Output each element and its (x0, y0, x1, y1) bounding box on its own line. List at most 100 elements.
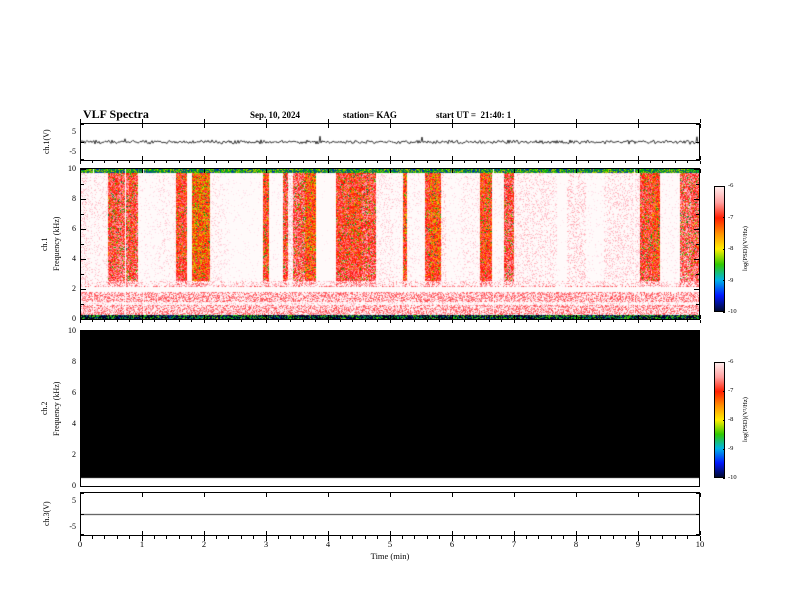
x-tick (525, 320, 527, 322)
x-tick (575, 119, 577, 123)
x-tick (699, 320, 701, 323)
x-tick (501, 320, 503, 322)
x-tick (389, 119, 391, 123)
x-tick (575, 161, 577, 164)
x-tick (699, 315, 701, 319)
x-tick (451, 161, 453, 164)
y-tick (81, 534, 84, 535)
x-tick (674, 536, 676, 539)
x-tick (600, 536, 602, 539)
x-tick (327, 119, 329, 123)
x-tick (265, 493, 267, 497)
ch1-spectrogram-panel (80, 168, 700, 320)
x-tick (699, 531, 701, 535)
y-tick (81, 159, 84, 160)
ch3-waveform-panel (80, 492, 700, 536)
x-tick (587, 320, 589, 322)
y-tick (696, 183, 699, 185)
x-tick (327, 161, 329, 164)
spec1-ytick-label-10: 10 (68, 164, 76, 173)
x-tick (339, 161, 341, 163)
x-tick (612, 536, 614, 539)
x-tick (277, 536, 279, 539)
x-tick (625, 320, 627, 322)
cbar2-tick-label--8: -8 (728, 416, 734, 423)
x-tick (265, 169, 267, 173)
y-tick (81, 346, 84, 347)
x-tick (215, 536, 217, 539)
x-tick (327, 169, 329, 173)
y-tick (694, 454, 699, 456)
x-tick (364, 161, 366, 163)
x-tick (166, 320, 168, 322)
y-tick (81, 485, 86, 487)
x-tick (439, 320, 441, 322)
x-tick (79, 315, 81, 319)
x-tick (153, 536, 155, 539)
time-axis-label: Time (min) (370, 551, 410, 561)
x-tick (649, 536, 651, 539)
ch1-waveform-trace (81, 124, 699, 160)
x-tick (538, 161, 540, 163)
x-tick (463, 320, 465, 322)
x-tick (451, 536, 453, 541)
x-tick (203, 119, 205, 123)
x-tick (302, 536, 304, 539)
y-tick (81, 330, 86, 332)
x-tick (79, 493, 81, 497)
x-tick (315, 536, 317, 539)
x-tick (153, 320, 155, 322)
y-tick (81, 141, 84, 143)
y-tick (696, 493, 699, 494)
y-tick (694, 330, 699, 332)
x-tick (91, 161, 93, 163)
x-tick-label-7: 7 (511, 539, 517, 549)
y-tick (696, 273, 699, 275)
x-tick (302, 320, 304, 322)
x-tick (389, 315, 391, 319)
colorbar-tick (723, 477, 725, 479)
x-tick (203, 493, 205, 497)
x-tick (637, 320, 639, 323)
y-tick (81, 303, 84, 305)
x-tick (228, 320, 230, 322)
wave3-ytick-label-5: 5 (72, 496, 76, 505)
spec2-ytick-label-4: 4 (72, 419, 76, 428)
x-tick (141, 531, 143, 535)
colorbar-tick (723, 248, 725, 250)
x-tick (488, 320, 490, 322)
x-tick-label-6: 6 (449, 539, 455, 549)
y-tick (81, 423, 86, 425)
spec1-ytick-label-2: 2 (72, 284, 76, 293)
wave1-ytick-label-5: 5 (72, 127, 76, 136)
y-tick (81, 273, 84, 275)
x-tick (352, 536, 354, 539)
ch2-frequency-axis-label: Frequency (kHz) (52, 381, 61, 436)
ch1-spectrogram-canvas (81, 169, 699, 319)
x-tick (662, 536, 664, 539)
x-tick (513, 315, 515, 319)
x-tick (451, 320, 453, 323)
x-tick (414, 536, 416, 539)
x-tick (451, 156, 453, 160)
ch1-frequency-axis-label: Frequency (kHz) (52, 216, 61, 272)
x-tick (79, 531, 81, 535)
y-tick (696, 303, 699, 305)
x-tick (141, 493, 143, 497)
x-tick (575, 124, 577, 128)
y-tick (81, 493, 84, 494)
x-tick (513, 320, 515, 323)
x-tick (265, 536, 267, 541)
x-tick (389, 536, 391, 541)
start-ut-label: start UT = 21:40: 1 (436, 110, 512, 120)
x-tick (476, 320, 478, 322)
x-tick (587, 161, 589, 163)
x-tick (525, 161, 527, 163)
x-tick (91, 536, 93, 539)
x-tick (377, 536, 379, 539)
x-tick (488, 536, 490, 539)
x-tick (575, 493, 577, 497)
ch1-spec-channel-label: ch.1 (40, 237, 49, 251)
x-tick (389, 156, 391, 160)
x-tick (315, 161, 317, 163)
